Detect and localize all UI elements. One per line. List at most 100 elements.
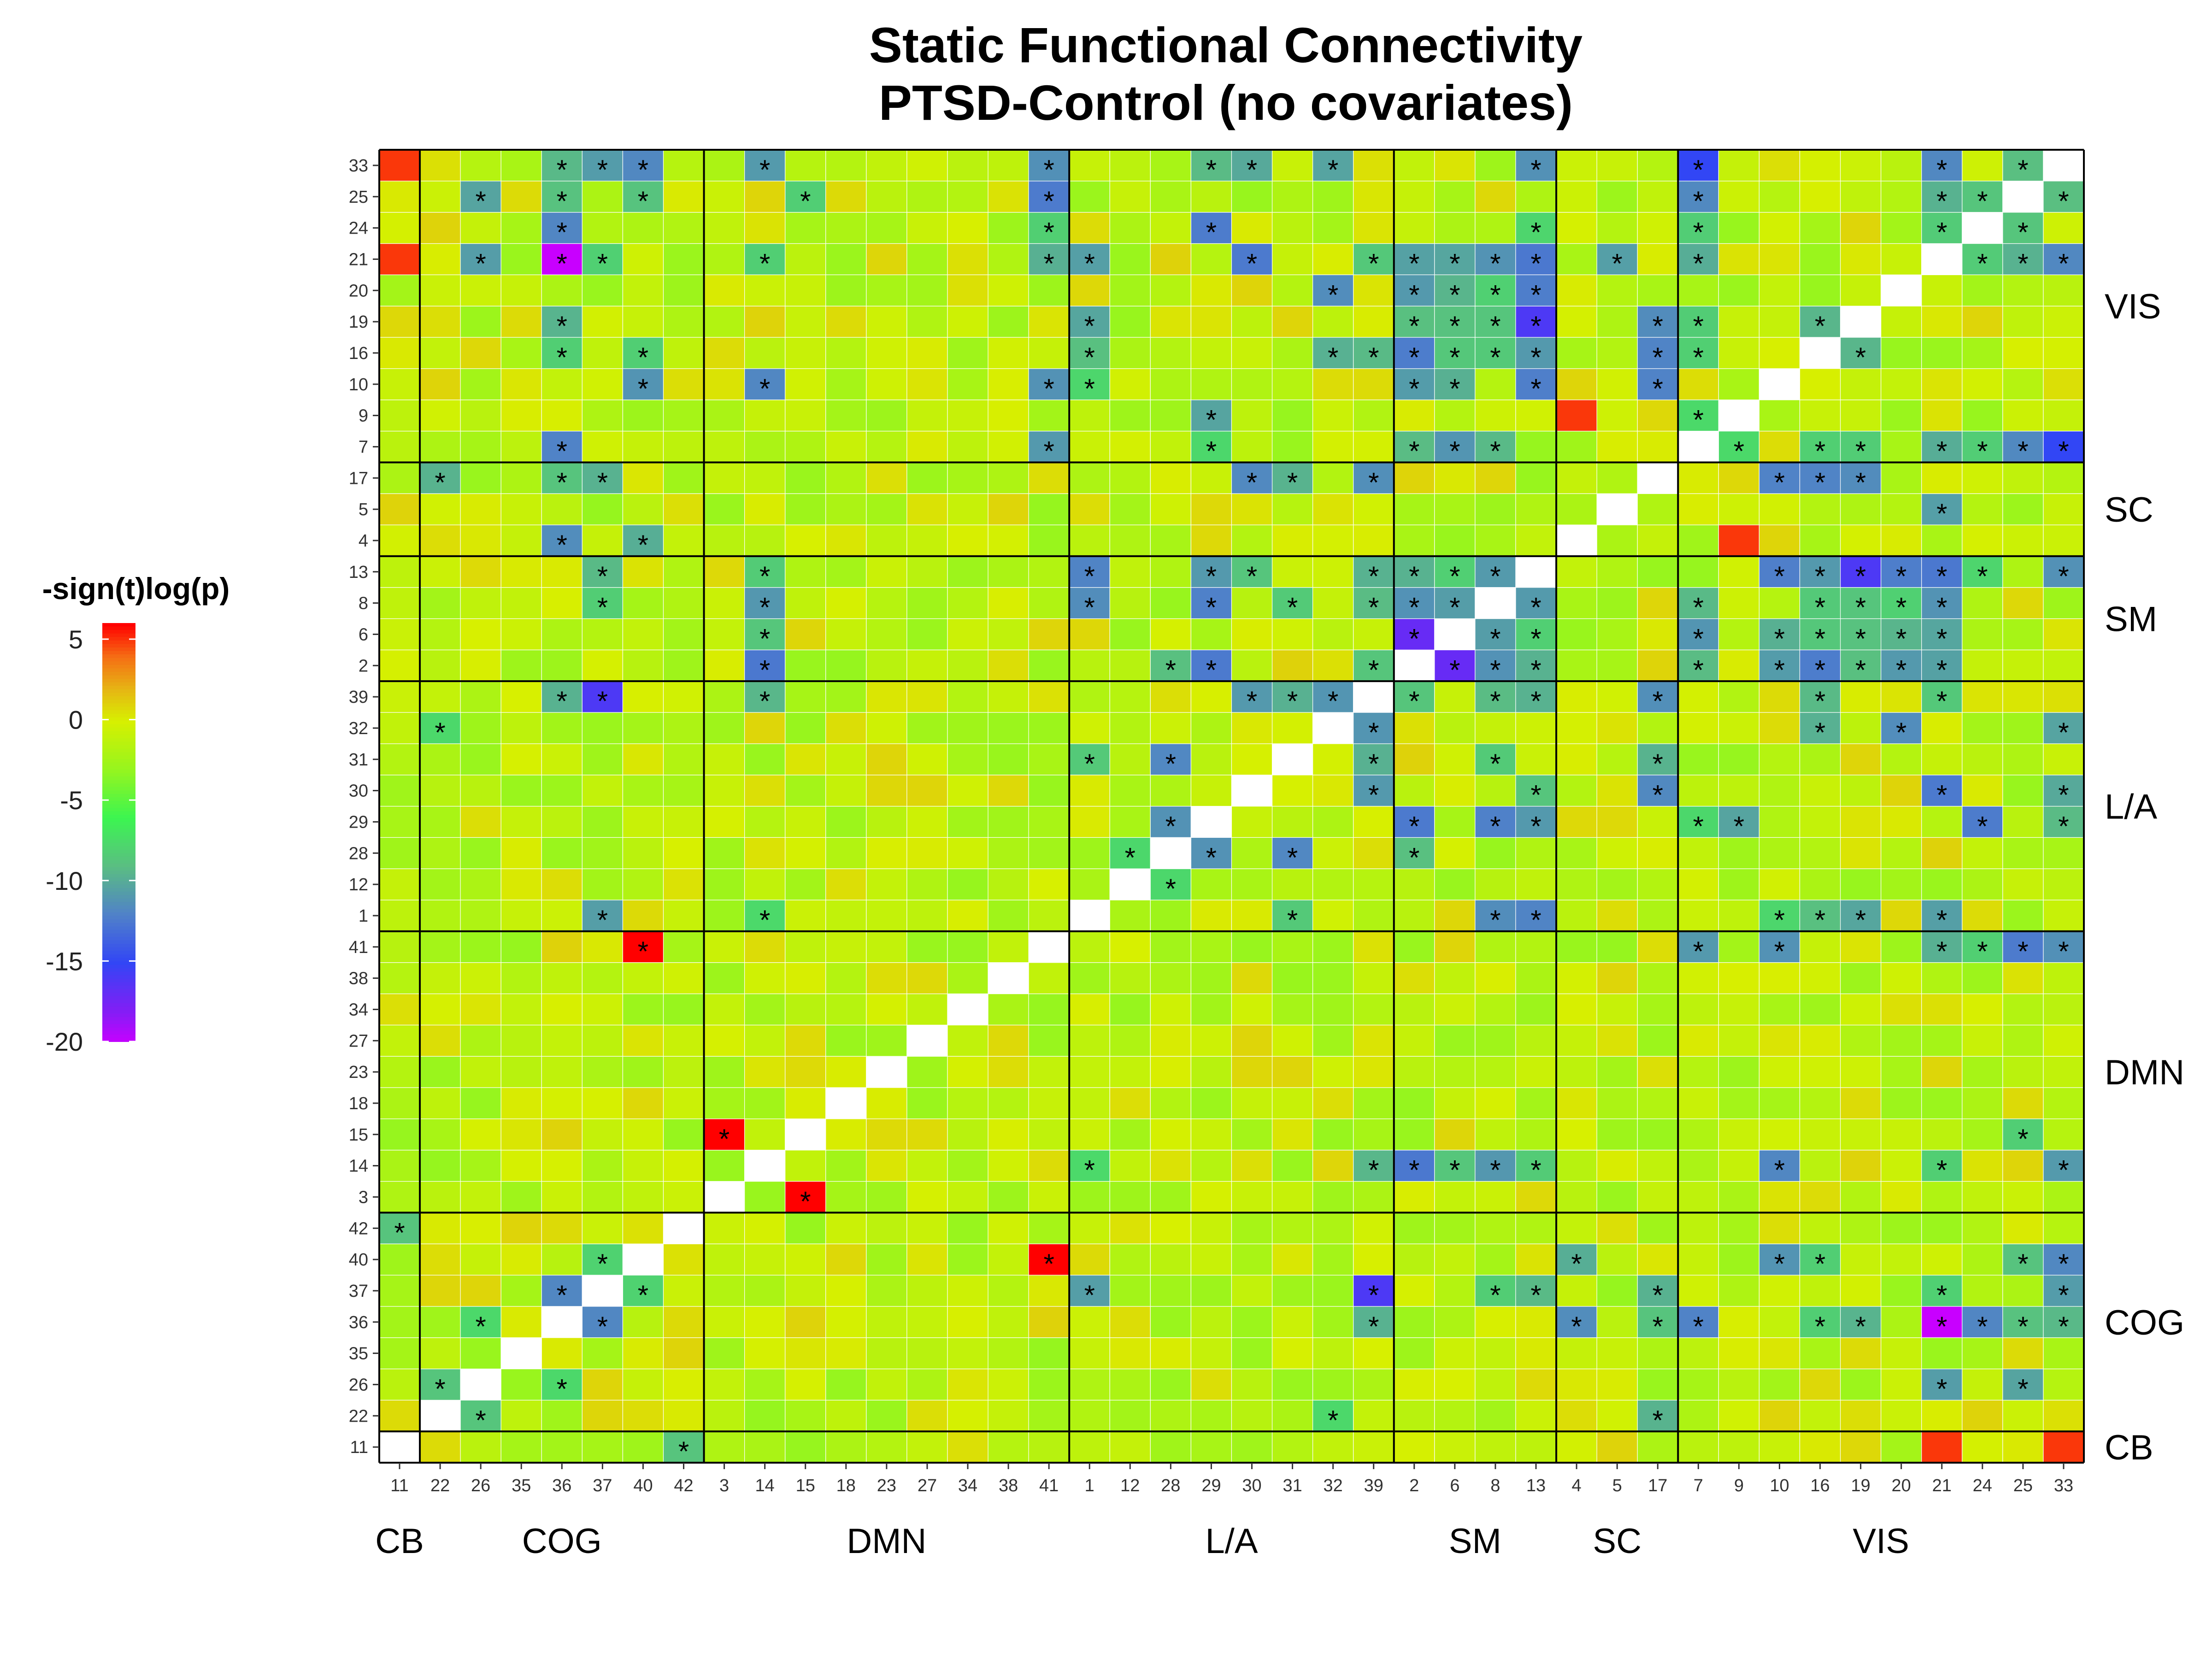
heatmap-cell [744, 1181, 786, 1213]
heatmap-cell [1718, 306, 1760, 338]
heatmap-cell [785, 993, 826, 1025]
heatmap-cell [866, 1056, 907, 1088]
y-tick-label: 26 [349, 1375, 368, 1394]
heatmap-cell [744, 368, 786, 400]
heatmap-cell [582, 868, 624, 900]
significance-star: * [2018, 1311, 2028, 1342]
heatmap-cell [947, 1368, 988, 1400]
significance-star: * [1693, 592, 1704, 623]
heatmap-cell [1271, 1087, 1313, 1119]
colorbar-segment [102, 717, 135, 721]
heatmap-cell [1109, 493, 1151, 525]
significance-star: * [1490, 811, 1500, 841]
heatmap-cell [1353, 212, 1394, 244]
network-dividers [378, 149, 2085, 1464]
significance-star: * [1653, 748, 1663, 779]
heatmap-cell [1515, 1212, 1557, 1244]
heatmap-cell [419, 400, 461, 432]
significance-star: * [1815, 561, 1825, 592]
heatmap-cell [1271, 430, 1313, 463]
heatmap-cell [460, 1243, 501, 1276]
heatmap-cell [825, 400, 867, 432]
heatmap-cell [663, 462, 705, 494]
colorbar-segment [102, 961, 135, 965]
heatmap-cell [703, 712, 745, 744]
heatmap-cell [622, 274, 664, 306]
heatmap-cell [785, 618, 826, 650]
heatmap-cell [906, 868, 948, 900]
heatmap-cell [1881, 1243, 1922, 1276]
heatmap-cell [1637, 524, 1678, 557]
heatmap-cell [744, 587, 786, 619]
heatmap-cell [1921, 1181, 1963, 1213]
heatmap-cell [1921, 306, 1963, 338]
heatmap-cell [1556, 524, 1597, 557]
heatmap-cell [1069, 1212, 1110, 1244]
heatmap-cell [1637, 1024, 1678, 1057]
significance-star: * [1449, 561, 1460, 592]
heatmap-cell [1069, 430, 1110, 463]
heatmap-cell [582, 1118, 624, 1151]
heatmap-cell [379, 1212, 420, 1244]
significance-star: * [1530, 373, 1541, 404]
significance-star: * [1490, 686, 1500, 717]
heatmap-cell [460, 243, 501, 275]
heatmap-cell [1677, 1212, 1719, 1244]
heatmap-cell [663, 681, 705, 713]
heatmap-cell [1190, 712, 1232, 744]
significance-star: * [475, 1311, 486, 1342]
heatmap-cell [582, 1400, 624, 1432]
heatmap-cell [825, 1056, 867, 1088]
heatmap-cell [500, 775, 542, 807]
heatmap-cell [1962, 743, 2003, 776]
x-tick-label: 26 [471, 1476, 490, 1495]
heatmap-cell [1150, 868, 1192, 900]
heatmap-cell [663, 1275, 705, 1307]
heatmap-cell [663, 212, 705, 244]
heatmap-cell [1515, 712, 1557, 744]
heatmap-cell [1962, 462, 2003, 494]
significance-markers: ** * ** * * ** * * * * * * * * * * ** * * * * * * * ** * * * * * **** *… [394, 154, 2069, 1467]
heatmap-cell [1028, 587, 1070, 619]
heatmap-cell [825, 806, 867, 838]
heatmap-cell [500, 212, 542, 244]
heatmap-cell [1109, 1150, 1151, 1182]
significance-star: * [800, 1186, 811, 1217]
heatmap-cell [825, 712, 867, 744]
heatmap-cell [1962, 962, 2003, 994]
heatmap-cell [1799, 1275, 1841, 1307]
heatmap-cell [541, 900, 582, 932]
heatmap-cell [1759, 306, 1800, 338]
heatmap-cell [825, 368, 867, 400]
heatmap-cell [1718, 1087, 1760, 1119]
heatmap-cell [1840, 181, 1882, 213]
y-tick-label: 2 [359, 656, 368, 676]
significance-star: * [1206, 654, 1217, 685]
heatmap-cell [785, 1306, 826, 1338]
heatmap-cell [1637, 962, 1678, 994]
colorbar-segment [102, 748, 135, 753]
heatmap-cell [1677, 1024, 1719, 1057]
heatmap-cell [500, 274, 542, 306]
heatmap-cell [1069, 1275, 1110, 1307]
heatmap-cell [1028, 900, 1070, 932]
heatmap-cell [1434, 649, 1476, 682]
heatmap-cell [1637, 1212, 1678, 1244]
heatmap-cell [1881, 400, 1922, 432]
heatmap-cell [2043, 306, 2084, 338]
heatmap-cell [460, 462, 501, 494]
heatmap-cell [744, 712, 786, 744]
significance-star: * [1693, 186, 1704, 217]
heatmap-cell [1596, 1118, 1638, 1151]
colorbar-segment [102, 706, 135, 711]
heatmap-cell [1475, 1024, 1516, 1057]
significance-star: * [1936, 1373, 1947, 1404]
colorbar-segment [102, 822, 135, 826]
heatmap-cell [622, 712, 664, 744]
heatmap-cell [744, 837, 786, 869]
heatmap-cell [379, 243, 420, 275]
heatmap-cell [1637, 243, 1678, 275]
heatmap-cell [947, 837, 988, 869]
x-tick-label: 34 [958, 1476, 977, 1495]
colorbar-segment [102, 842, 135, 847]
